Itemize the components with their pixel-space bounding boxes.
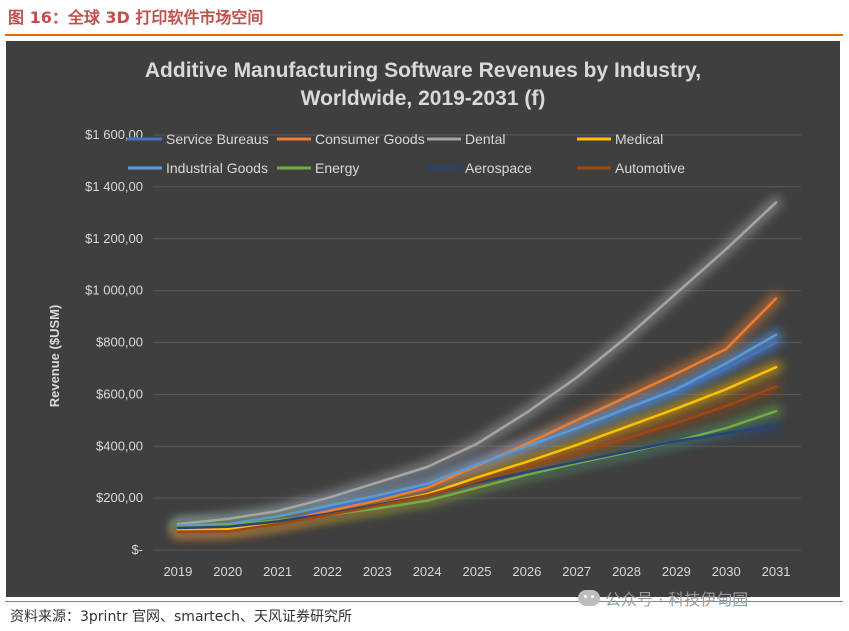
watermark-text: 公众号 · 科技伊甸园 — [605, 590, 749, 609]
gridlines — [153, 134, 801, 551]
y-tick-label: $1 400,00 — [85, 179, 143, 194]
series-line — [176, 333, 778, 527]
x-tick-label: 2021 — [263, 564, 292, 579]
x-tick-label: 2028 — [612, 564, 641, 579]
legend: Service Bureaus Consumer Goods Dental Medic… — [128, 131, 685, 176]
legend-label: Dental — [465, 131, 505, 147]
x-tick-label: 2026 — [512, 564, 541, 579]
legend-label: Service Bureaus — [166, 131, 269, 147]
legend-label: Medical — [615, 131, 663, 147]
footer-divider — [5, 601, 843, 602]
chart-panel: Additive Manufacturing Software Revenues… — [6, 41, 840, 597]
y-axis-ticks: $- $200,00 $400,00 $600,00 $800,00 $1 000,00 $… — [85, 127, 143, 557]
series-lines — [176, 201, 778, 534]
x-tick-label: 2023 — [363, 564, 392, 579]
legend-label: Energy — [315, 160, 359, 176]
y-tick-label: $600,00 — [96, 386, 143, 401]
y-axis-label: Revenue ($USM) — [47, 305, 62, 408]
series-line — [176, 201, 778, 526]
x-tick-label: 2030 — [712, 564, 741, 579]
x-tick-label: 2024 — [413, 564, 442, 579]
legend-label: Consumer Goods — [315, 131, 425, 147]
wechat-icon — [578, 590, 600, 606]
y-tick-label: $800,00 — [96, 335, 143, 350]
source-note: 资料来源：3printr 官网、smartech、天风证券研究所 — [10, 609, 352, 625]
caption-divider — [5, 34, 843, 36]
legend-label: Automotive — [615, 160, 685, 176]
y-tick-label: $1 200,00 — [85, 231, 143, 246]
legend-label: Aerospace — [465, 160, 532, 176]
x-tick-label: 2025 — [463, 564, 492, 579]
x-tick-label: 2029 — [662, 564, 691, 579]
chart-title-line1: Additive Manufacturing Software Revenues… — [145, 59, 701, 82]
y-tick-label: $1 000,00 — [85, 283, 143, 298]
x-axis-ticks: 2019 2020 2021 2022 2023 2024 2025 2026 2027 2028… — [163, 564, 790, 579]
x-tick-label: 2027 — [562, 564, 591, 579]
series-line — [176, 385, 778, 534]
y-tick-label: $200,00 — [96, 490, 143, 505]
chart-title-line2: Worldwide, 2019-2031 (f) — [301, 87, 546, 110]
line-chart: Additive Manufacturing Software Revenues… — [47, 59, 801, 579]
y-tick-label: $400,00 — [96, 438, 143, 453]
x-tick-label: 2019 — [163, 564, 192, 579]
x-tick-label: 2020 — [213, 564, 242, 579]
watermark: 公众号 · 科技伊甸园 — [578, 586, 748, 610]
x-tick-label: 2022 — [313, 564, 342, 579]
series-line — [176, 424, 778, 530]
x-tick-label: 2031 — [762, 564, 791, 579]
figure-caption: 图 16：全球 3D 打印软件市场空间 — [8, 8, 264, 27]
y-tick-label: $- — [131, 542, 143, 557]
legend-label: Industrial Goods — [166, 160, 268, 176]
